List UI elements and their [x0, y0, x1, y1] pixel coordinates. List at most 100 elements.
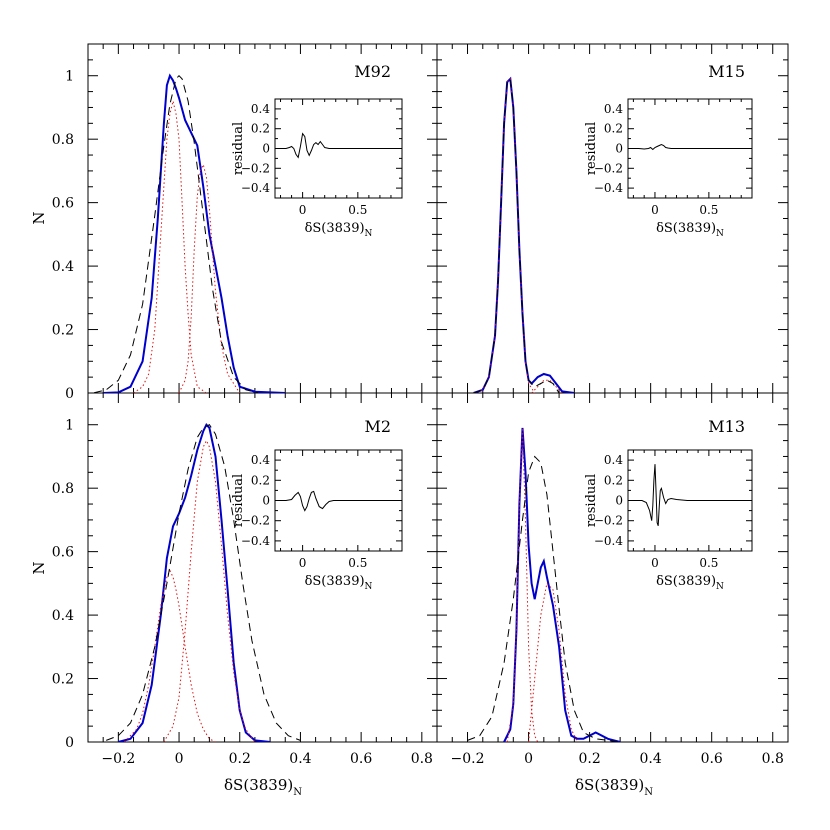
series-gaussian_component-m92: [178, 163, 241, 393]
inset-xlabel-m13: δS(3839)N: [656, 574, 724, 592]
series-gaussian_component-m13: [528, 582, 578, 742]
series-gaussian_component-m15: [531, 379, 563, 393]
y-tick-label: 0.8: [52, 132, 74, 148]
inset-ylabel-m92: residual: [231, 122, 246, 175]
inset-y-tick-label: 0.2: [251, 122, 270, 136]
x-axis-title-main: δS(3839): [575, 776, 644, 794]
series-gaussian_fit-m15: [473, 77, 560, 393]
x-axis-title-subscript: N: [293, 787, 302, 798]
y-tick-label: 1: [65, 418, 74, 434]
inset-y-tick-label: 0.2: [604, 473, 623, 487]
y-tick-label: 0.2: [52, 323, 74, 339]
inset-residual-line-m92: [275, 132, 402, 159]
inset-xlabel-main: δS(3839): [305, 221, 365, 236]
inset-y-tick-label: 0.4: [604, 453, 623, 467]
inset-x-tick-label: 0.5: [699, 203, 718, 217]
inset-y-tick-label: −0.4: [594, 181, 624, 195]
panel-title-m15: M15: [708, 62, 745, 81]
inset-xlabel-m92: δS(3839)N: [305, 221, 373, 239]
inset-y-tick-label: 0.4: [251, 453, 270, 467]
x-tick-label: 0.6: [701, 751, 723, 767]
x-tick-label: 0.4: [640, 751, 662, 767]
panel-title-m2: M2: [364, 417, 391, 436]
inset-xlabel-main: δS(3839): [656, 221, 716, 236]
inset-y-tick-label: 0.4: [251, 102, 270, 116]
y-tick-label: 0.4: [52, 259, 74, 275]
x-tick-label: 0: [524, 751, 533, 767]
inset-x-tick-label: 0: [299, 203, 307, 217]
inset-xlabel-m2: δS(3839)N: [305, 574, 373, 592]
series-gaussian_fit-m2: [106, 424, 301, 741]
inset-x-tick-label: 0: [651, 203, 659, 217]
inset-xlabel-subscript: N: [365, 582, 373, 592]
inset-y-tick-label: 0.2: [251, 473, 270, 487]
x-tick-label: 0.8: [411, 751, 433, 767]
curves-m2: [106, 422, 301, 742]
inset-xlabel-main: δS(3839): [305, 574, 365, 589]
inset-x-tick-label: 0.5: [348, 556, 367, 570]
inset-y-tick-label: 0.2: [604, 122, 623, 136]
inset-x-tick-label: 0: [651, 556, 659, 570]
inset-xlabel-subscript: N: [365, 229, 373, 239]
y-tick-label: 0: [65, 386, 74, 402]
x-axis-title-subscript: N: [644, 787, 653, 798]
x-tick-label: 0: [175, 751, 184, 767]
y-tick-label: 0.2: [52, 672, 74, 688]
panel-title-m92: M92: [354, 62, 391, 81]
series-gaussian_component-m13: [506, 427, 539, 742]
series-gaussian_component-m2: [124, 569, 216, 742]
panel-title-m13: M13: [708, 417, 745, 436]
inset-y-tick-label: 0: [262, 142, 270, 156]
x-axis-title-left: δS(3839)N: [224, 776, 302, 798]
inset-y-tick-label: −0.2: [594, 161, 623, 175]
y-tick-label: 0.6: [52, 545, 74, 561]
y-axis-title-top: N: [30, 211, 48, 224]
inset-x-tick-label: 0: [299, 556, 307, 570]
x-axis-title-main: δS(3839): [224, 776, 293, 794]
x-tick-label: 0.8: [762, 751, 784, 767]
y-tick-label: 0.6: [52, 196, 74, 212]
inset-x-tick-label: 0.5: [348, 203, 367, 217]
inset-y-tick-label: 0: [262, 494, 270, 508]
inset-y-tick-label: 0.4: [604, 102, 623, 116]
inset-xlabel-subscript: N: [716, 229, 724, 239]
series-gaussian_fit-m13: [467, 455, 621, 742]
inset-residual-line-m15: [628, 143, 752, 151]
series-kde-m2: [118, 422, 271, 742]
inset-xlabel-subscript: N: [716, 582, 724, 592]
inset-xlabel-m15: δS(3839)N: [656, 221, 724, 239]
y-tick-label: 0.8: [52, 481, 74, 497]
inset-y-tick-label: −0.2: [241, 514, 270, 528]
inset-y-tick-label: −0.4: [241, 181, 271, 195]
y-axis-title-bottom: N: [30, 561, 48, 574]
x-axis-title-right: δS(3839)N: [575, 776, 653, 798]
y-tick-label: 1: [65, 69, 74, 85]
x-tick-label: 0.6: [350, 751, 372, 767]
inset-y-tick-label: −0.4: [241, 534, 271, 548]
inset-ylabel-m2: residual: [231, 474, 246, 527]
inset-y-tick-label: −0.4: [594, 534, 624, 548]
inset-x-tick-label: 0.5: [699, 556, 718, 570]
series-kde-m15: [473, 76, 575, 393]
series-kde-m13: [503, 427, 621, 742]
x-tick-label: −0.2: [451, 751, 485, 767]
inset-y-tick-label: −0.2: [241, 161, 270, 175]
inset-y-tick-label: 0: [615, 494, 623, 508]
series-kde-m92: [103, 73, 286, 393]
x-tick-label: 0.2: [229, 751, 251, 767]
curves-m92: [93, 73, 286, 393]
y-tick-label: 0: [65, 735, 74, 751]
inset-residual-line-m13: [628, 464, 752, 526]
curves-m13: [467, 427, 621, 742]
inset-y-tick-label: 0: [615, 142, 623, 156]
inset-residual-line-m2: [275, 490, 402, 512]
inset-ylabel-m15: residual: [584, 122, 599, 175]
inset-ylabel-m13: residual: [584, 474, 599, 527]
inset-xlabel-main: δS(3839): [656, 574, 716, 589]
series-gaussian_fit-m92: [93, 74, 259, 393]
series-gaussian_component-m2: [163, 439, 256, 742]
x-tick-label: −0.2: [101, 751, 135, 767]
inset-y-tick-label: −0.2: [594, 514, 623, 528]
x-tick-label: 0.4: [289, 751, 311, 767]
